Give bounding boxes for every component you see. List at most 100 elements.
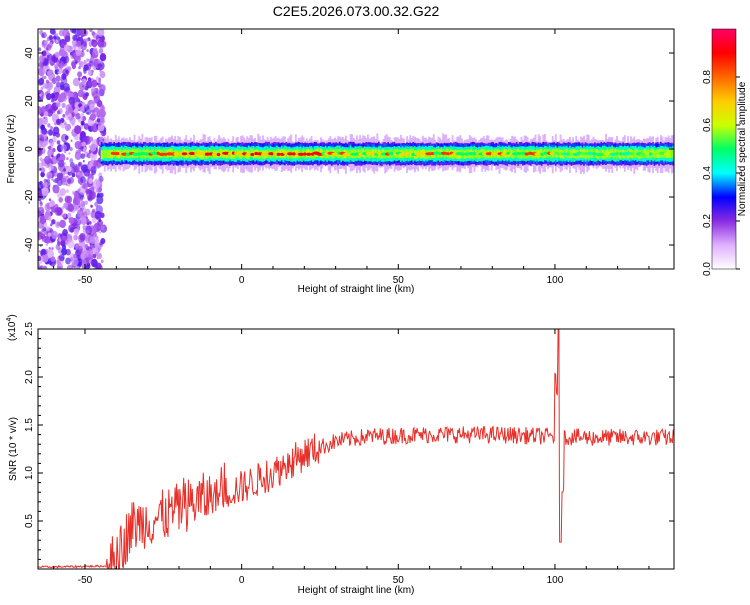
band-core [211,152,218,156]
noise-blob [48,246,51,250]
noise-blob [49,144,54,150]
noise-blob [83,123,90,130]
noise-blob [48,35,53,41]
band-core [520,151,526,155]
noise-blob [47,148,54,158]
band-core [500,152,508,156]
band-core [297,152,305,156]
noise-blob [52,148,56,153]
band-core [490,152,495,156]
band-core [603,152,609,156]
noise-blob [38,67,45,76]
noise-blob [38,250,41,253]
noise-blob [90,204,93,208]
noise-blob [40,167,46,173]
band-segment [108,149,111,159]
noise-blob [99,84,106,93]
noise-blob [64,111,72,121]
noise-blob [61,43,65,48]
y-tick-label: 20 [24,95,35,107]
noise-blob [55,53,60,58]
band-core [408,151,413,155]
noise-blob [89,79,92,82]
noise-blob [93,179,101,189]
noise-blob [69,158,74,164]
noise-blob [73,164,80,173]
noise-blob [65,257,71,265]
band-core [558,152,563,156]
noise-blob [63,44,70,51]
colorbar: 0.0 0.2 0.4 0.6 0.8 Normalized spectral ampl… [702,28,748,276]
noise-blob [62,113,66,118]
noise-blob [50,256,56,263]
noise-blob [69,227,74,233]
noise-blob [38,197,42,202]
noise-blob [45,116,48,120]
noise-blob [41,253,49,263]
noise-blob [79,106,85,113]
noise-blob [88,221,92,225]
noise-blob [55,221,61,228]
noise-blob [46,93,52,101]
noise-blob [82,225,87,230]
noise-blob [72,44,77,50]
noise-blob [89,136,94,142]
noise-blob [74,141,82,149]
band-core [644,152,650,156]
noise-blob [100,259,104,264]
noise-blob [44,76,47,79]
noise-blob [60,143,67,152]
snr-scale-prefix: (x10 [7,321,18,341]
noise-blob [73,253,77,259]
snr-scale-exponent: 4 [6,318,13,322]
noise-blob [55,101,61,108]
noise-blob [95,76,100,81]
noise-blob [56,259,61,266]
noise-blob [63,82,70,92]
noise-blob [74,29,82,37]
noise-blob [38,117,44,126]
noise-blob [68,96,76,105]
noise-blob [55,81,61,88]
noise-blob [89,103,95,111]
noise-blob [43,116,46,120]
noise-blob [55,33,59,37]
noise-blob [53,85,61,95]
noise-blob [97,219,103,227]
noise-blob [46,226,51,232]
band-core [441,151,447,155]
noise-blob [96,195,99,198]
band-segment [102,150,104,159]
band-core [245,152,252,157]
noise-blob [86,218,90,223]
band-core [143,152,151,156]
noise-blob [64,35,71,43]
noise-blob [96,99,103,108]
x-tick-label: 0 [239,575,245,586]
noise-blob [56,69,59,72]
noise-blob [38,206,45,215]
noise-blob [87,101,91,106]
noise-blob [81,115,87,122]
band-core [331,152,339,156]
spectrogram-xlabel: Height of straight line (km) [298,284,415,295]
noise-blob [85,92,89,97]
band-core [306,152,312,156]
noise-blob [50,156,58,165]
band-core [629,152,635,156]
noise-blob [98,63,103,68]
noise-blob [38,265,43,269]
noise-blob [81,78,87,84]
noise-blob [93,248,97,253]
band-core [287,152,293,156]
noise-blob [53,179,56,183]
band-core [273,152,277,156]
noise-blob [50,93,55,99]
noise-blob [97,252,102,260]
band-core [216,152,221,157]
noise-blob [57,265,60,269]
noise-blob [78,66,81,70]
x-tick-label: 0 [239,275,245,286]
noise-blob [54,206,62,216]
svg-text:(x104): (x104) [6,314,18,341]
